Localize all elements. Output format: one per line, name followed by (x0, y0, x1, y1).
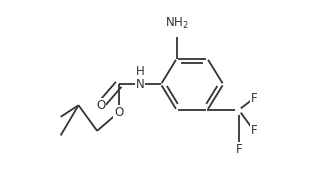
Text: F: F (251, 92, 257, 105)
Text: F: F (251, 124, 257, 137)
Text: NH$_2$: NH$_2$ (165, 16, 188, 31)
Text: F: F (235, 143, 242, 156)
Text: H: H (136, 65, 145, 78)
Text: O: O (96, 99, 105, 112)
Text: N: N (136, 78, 145, 91)
Text: O: O (114, 106, 123, 119)
